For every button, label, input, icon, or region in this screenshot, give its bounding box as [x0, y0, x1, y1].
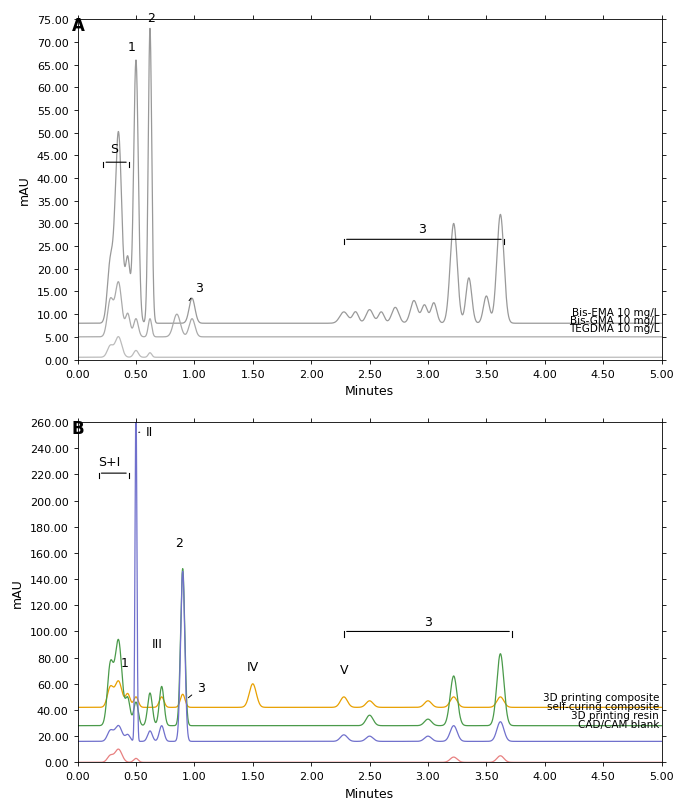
- Text: 1: 1: [127, 41, 135, 54]
- Text: 3D printing composite: 3D printing composite: [543, 692, 659, 702]
- Text: B: B: [72, 419, 84, 437]
- X-axis label: Minutes: Minutes: [345, 384, 394, 397]
- Text: V: V: [340, 663, 348, 676]
- Text: 1: 1: [121, 657, 128, 670]
- Text: S: S: [110, 144, 118, 157]
- Text: TEGDMA 10 mg/L: TEGDMA 10 mg/L: [569, 324, 659, 334]
- Text: IV: IV: [247, 660, 259, 673]
- X-axis label: Minutes: Minutes: [345, 787, 394, 800]
- Text: CAD/CAM blank: CAD/CAM blank: [578, 719, 659, 729]
- Text: 3D printing resin: 3D printing resin: [571, 710, 659, 720]
- Text: 2: 2: [175, 536, 183, 549]
- Text: 3: 3: [189, 281, 203, 301]
- Text: 3: 3: [419, 222, 426, 235]
- Text: III: III: [151, 637, 162, 650]
- Text: 2: 2: [147, 12, 155, 25]
- Text: self-curing composite: self-curing composite: [547, 702, 659, 711]
- Text: 3: 3: [424, 615, 432, 628]
- Text: S+I: S+I: [98, 455, 121, 468]
- Text: A: A: [72, 17, 85, 35]
- Text: Bis-GMA 10 mg/L: Bis-GMA 10 mg/L: [570, 315, 659, 326]
- Y-axis label: mAU: mAU: [11, 577, 24, 607]
- Text: II: II: [139, 425, 153, 438]
- Y-axis label: mAU: mAU: [18, 175, 32, 205]
- Text: Bis-EMA 10 mg/L: Bis-EMA 10 mg/L: [572, 307, 659, 317]
- Text: 3: 3: [188, 681, 205, 698]
